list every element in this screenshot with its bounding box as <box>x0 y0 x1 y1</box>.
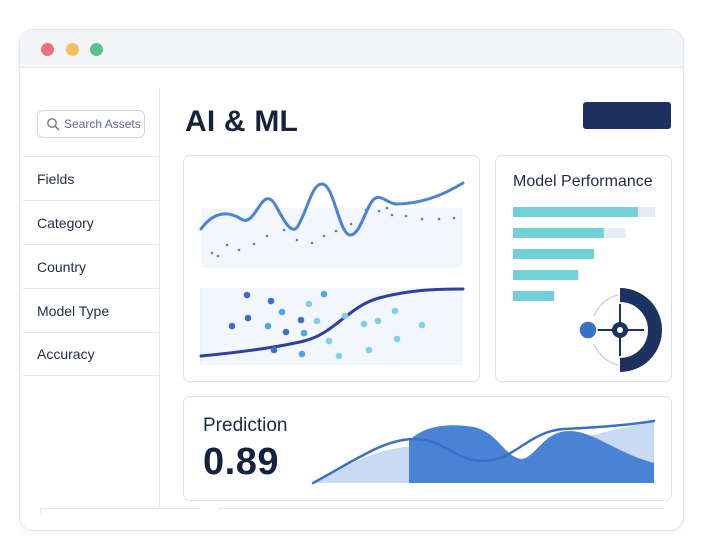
search-input[interactable]: Search Assets <box>37 110 145 138</box>
prediction-title: Prediction <box>203 415 288 436</box>
analytics-chart-card <box>183 155 480 382</box>
close-window-button[interactable] <box>41 43 54 56</box>
app-window: Search Assets Fields Category Country Mo… <box>19 29 684 531</box>
prediction-card: Prediction 0.89 <box>183 396 672 501</box>
scatter-points <box>228 290 426 360</box>
radial-network-icon <box>578 288 662 372</box>
sidebar-item-model-type[interactable]: Model Type <box>23 288 159 332</box>
header-action-button[interactable] <box>583 102 671 129</box>
sidebar-item-fields[interactable]: Fields <box>23 156 159 200</box>
search-icon <box>47 118 60 131</box>
performance-bars-graphic <box>513 207 662 372</box>
wave-chart-background <box>201 208 463 268</box>
sidebar-item-label: Category <box>37 214 94 231</box>
title-bar <box>20 30 683 68</box>
maximize-window-button[interactable] <box>90 43 103 56</box>
prediction-area-foreground <box>409 425 654 483</box>
sidebar-nav: Fields Category Country Model Type Accur… <box>23 156 159 376</box>
sidebar-item-category[interactable]: Category <box>23 200 159 244</box>
sidebar-item-accuracy[interactable]: Accuracy <box>23 332 159 376</box>
sidebar: Search Assets Fields Category Country Mo… <box>20 88 160 508</box>
performance-bar <box>513 291 555 301</box>
sidebar-item-label: Fields <box>37 170 75 187</box>
performance-bar <box>513 207 638 217</box>
prediction-line <box>311 419 656 485</box>
prediction-area-chart <box>311 419 656 485</box>
performance-bar <box>513 270 579 280</box>
bottom-panel-left <box>40 508 200 516</box>
performance-bar <box>513 249 594 259</box>
sidebar-item-country[interactable]: Country <box>23 244 159 288</box>
minimize-window-button[interactable] <box>66 43 79 56</box>
page-title: AI & ML <box>185 105 299 138</box>
analytics-chart-graphic <box>199 181 465 365</box>
sidebar-item-label: Accuracy <box>37 346 95 362</box>
scatter-trend-line <box>199 287 465 358</box>
wave-chart-line <box>199 181 465 237</box>
sidebar-item-label: Country <box>37 258 87 275</box>
wave-chart-dots <box>210 206 456 258</box>
search-placeholder: Search Assets <box>64 117 141 131</box>
performance-bar <box>513 228 604 238</box>
sidebar-item-label: Model Type <box>37 302 110 319</box>
model-performance-card: Model Performance <box>495 155 672 382</box>
prediction-value: 0.89 <box>203 441 279 483</box>
bottom-panel-right <box>218 508 664 516</box>
model-performance-title: Model Performance <box>513 173 653 190</box>
